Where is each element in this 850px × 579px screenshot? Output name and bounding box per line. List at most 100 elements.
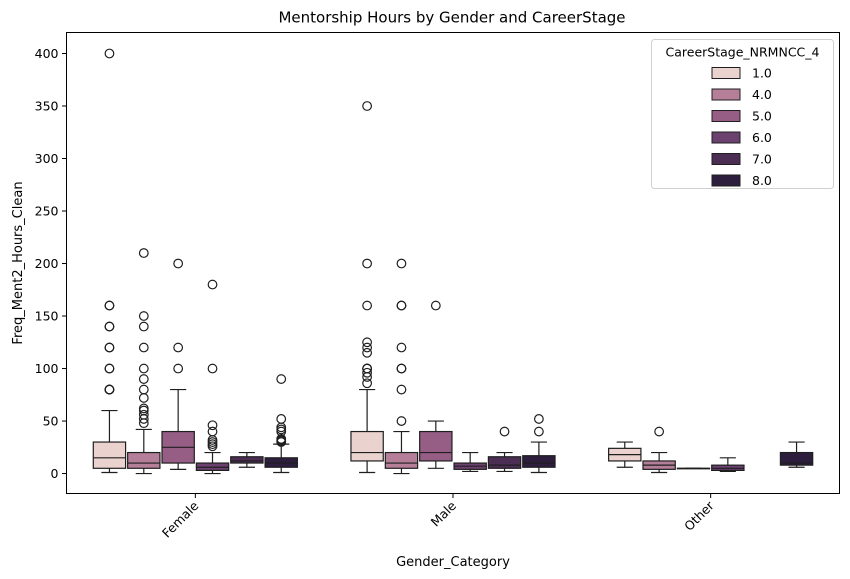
legend-entry-label: 5.0 <box>752 109 772 124</box>
box-iqr <box>487 456 522 469</box>
box-iqr <box>127 451 161 469</box>
x-axis-title: Gender_Category <box>396 555 510 570</box>
box-female-8.0 <box>264 374 298 474</box>
outlier-point <box>104 48 115 59</box>
series-7.0 <box>230 426 522 473</box>
outlier-point <box>362 337 373 348</box>
legend-entry-label: 8.0 <box>752 173 772 188</box>
chart-title: Mentorship Hours by Gender and CareerSta… <box>278 9 625 27</box>
outlier-point <box>362 258 373 269</box>
box-male-7.0 <box>487 426 522 473</box>
y-tick-label: 50 <box>43 414 59 429</box>
outlier-point <box>362 363 373 374</box>
outlier-point <box>138 403 149 414</box>
y-tick-label: 400 <box>35 46 59 61</box>
outlier-point <box>396 258 407 269</box>
outlier-point <box>362 342 373 353</box>
series-6.0 <box>195 279 745 475</box>
outlier-point <box>138 248 149 258</box>
outlier-point <box>138 363 149 374</box>
outlier-point <box>396 416 407 426</box>
series-5.0 <box>161 258 711 470</box>
y-tick-label: 200 <box>35 256 59 271</box>
box-male-8.0 <box>522 414 556 474</box>
outlier-point <box>396 384 407 395</box>
outlier-point <box>207 420 218 431</box>
legend-swatch <box>711 88 741 101</box>
box-other-8.0 <box>779 441 814 468</box>
y-tick-label: 250 <box>35 204 59 219</box>
legend-entry-label: 4.0 <box>752 87 772 102</box>
legend-entry-label: 7.0 <box>752 152 772 167</box>
outlier-point <box>276 374 287 384</box>
legend-swatch <box>711 67 741 79</box>
box-iqr <box>384 451 419 469</box>
box-iqr <box>779 451 814 466</box>
outlier-point <box>396 363 407 374</box>
outlier-point <box>654 426 665 437</box>
legend-frame <box>651 39 834 189</box>
outlier-point <box>138 321 149 332</box>
legend-swatch <box>711 131 741 144</box>
legend-swatch <box>711 153 741 165</box>
outlier-point <box>104 363 115 374</box>
box-female-1.0 <box>92 48 127 474</box>
box-female-6.0 <box>195 279 230 475</box>
legend-entry-label: 6.0 <box>752 130 772 145</box>
outlier-point <box>362 367 373 378</box>
series-1.0 <box>92 48 642 474</box>
outlier-point <box>362 347 373 358</box>
legend-swatch <box>711 110 741 122</box>
outlier-point <box>362 300 373 311</box>
outlier-point <box>362 378 373 389</box>
outlier-point <box>396 342 407 353</box>
outlier-point <box>499 426 510 437</box>
outlier-point <box>207 426 218 437</box>
box-female-7.0 <box>230 451 264 468</box>
outlier-point <box>362 101 373 111</box>
outlier-point <box>104 384 115 395</box>
y-tick-label: 350 <box>35 99 59 114</box>
outlier-point <box>276 433 287 444</box>
outlier-point <box>138 374 149 384</box>
legend-entry-label: 1.0 <box>752 66 772 81</box>
outlier-point <box>173 258 184 269</box>
outlier-point <box>533 426 544 437</box>
outlier-point <box>173 363 184 374</box>
box-female-5.0 <box>161 258 195 470</box>
outlier-point <box>138 311 149 321</box>
outlier-point <box>138 384 149 395</box>
y-tick-label: 0 <box>51 466 59 481</box>
box-iqr <box>92 441 127 469</box>
outlier-point <box>104 321 115 332</box>
y-tick-label: 300 <box>35 151 59 166</box>
outlier-point <box>430 300 441 311</box>
box-male-5.0 <box>419 300 453 469</box>
box-other-4.0 <box>642 426 676 474</box>
box-male-4.0 <box>384 258 419 475</box>
y-axis-title: Freq_Ment2_Hours_Clean <box>11 181 26 344</box>
box-male-6.0 <box>453 451 487 473</box>
outlier-point <box>138 342 149 353</box>
series-8.0 <box>264 374 814 474</box>
outlier-point <box>276 414 287 424</box>
outlier-point <box>173 342 184 353</box>
box-other-6.0 <box>711 457 745 473</box>
outlier-point <box>533 414 544 424</box>
box-iqr <box>230 456 264 464</box>
outlier-point <box>104 342 115 353</box>
box-female-4.0 <box>127 248 161 475</box>
y-tick-label: 150 <box>35 309 59 324</box>
legend: CareerStage_NRMNCC_4 1.0 4.0 5.0 6.0 7.0 8.0 <box>651 39 834 189</box>
legend-title: CareerStage_NRMNCC_4 <box>666 45 820 60</box>
outlier-point <box>207 363 218 374</box>
box-male-1.0 <box>350 101 384 474</box>
box-iqr <box>350 430 384 462</box>
series-4.0 <box>127 248 676 475</box>
outlier-point <box>207 279 218 290</box>
box-other-1.0 <box>608 441 642 468</box>
outlier-point <box>104 300 115 311</box>
box-other-5.0 <box>676 467 711 470</box>
